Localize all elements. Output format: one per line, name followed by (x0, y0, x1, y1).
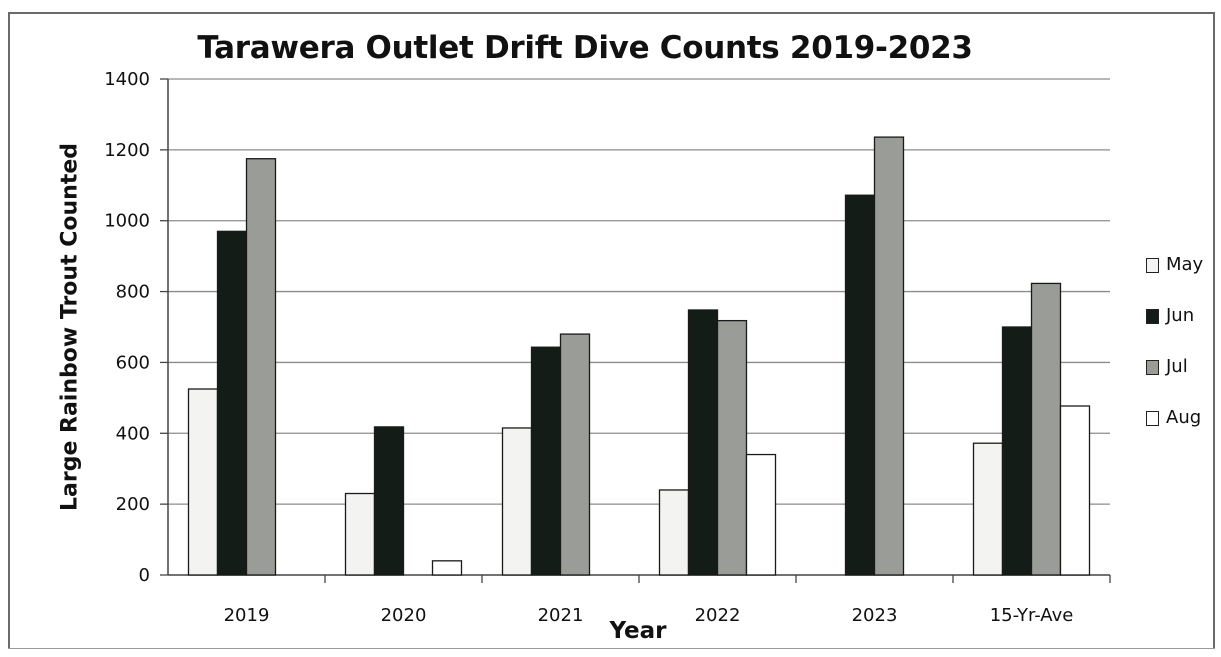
y-tick-label: 600 (116, 352, 150, 373)
bar (216, 230, 248, 576)
bar (187, 388, 219, 576)
bar (344, 492, 376, 576)
y-tick-label: 1000 (104, 211, 150, 232)
bar (245, 158, 277, 576)
y-tick-label: 200 (116, 494, 150, 515)
x-tick-label: 2022 (695, 605, 741, 626)
bar (559, 333, 591, 576)
bar (658, 489, 690, 576)
bar (431, 560, 463, 576)
y-tick-label: 400 (116, 423, 150, 444)
legend-label: Aug (1166, 407, 1202, 428)
bar (687, 309, 719, 576)
bar (501, 427, 533, 576)
x-tick-label: 2021 (538, 605, 584, 626)
chart-frame-bottom (8, 648, 1215, 649)
bar (1030, 282, 1062, 576)
bar (373, 426, 405, 576)
x-tick-label: 15-Yr-Ave (990, 605, 1074, 626)
x-tick-label: 2019 (224, 605, 270, 626)
bar (972, 442, 1004, 576)
bar (716, 319, 748, 576)
y-tick-label: 1400 (104, 69, 150, 90)
bar (1001, 326, 1033, 576)
bar (745, 453, 777, 576)
legend-swatch (1146, 411, 1159, 426)
y-tick-label: 800 (116, 282, 150, 303)
legend-swatch (1146, 309, 1159, 324)
bar (873, 136, 905, 576)
bar (844, 194, 876, 576)
legend-label: Jul (1166, 356, 1188, 377)
chart-frame (8, 12, 1215, 648)
y-tick-label: 1200 (104, 140, 150, 161)
chart-title: Tarawera Outlet Drift Dive Counts 2019-2… (197, 30, 973, 66)
legend-swatch (1146, 360, 1159, 375)
legend-swatch (1146, 258, 1159, 273)
bar (530, 346, 562, 576)
legend-label: Jun (1166, 305, 1195, 326)
x-axis-label: Year (609, 618, 667, 644)
y-tick-label: 0 (139, 565, 150, 586)
legend-label: May (1166, 254, 1204, 275)
x-tick-label: 2020 (381, 605, 427, 626)
x-tick-label: 2023 (852, 605, 898, 626)
bar (1059, 405, 1091, 576)
